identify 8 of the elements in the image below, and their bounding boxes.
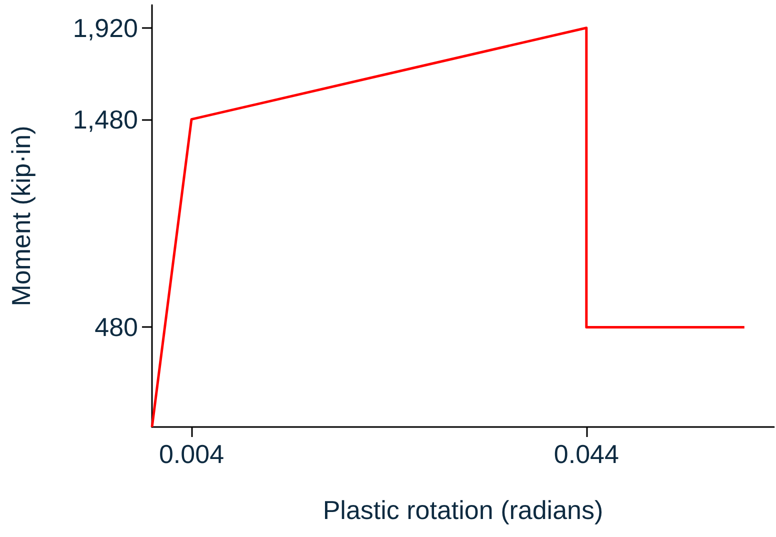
y-tick-label: 480	[94, 312, 138, 342]
line-series	[150, 26, 746, 428]
y-tick-label: 1,920	[72, 12, 138, 43]
x-tick-label: 0.004	[158, 439, 224, 469]
x-axis-title: Plastic rotation (radians)	[322, 495, 604, 525]
y-axis-title: Moment (kip·in)	[6, 126, 36, 306]
y-tick-label: 1,480	[72, 104, 138, 134]
x-tick-label: 0.044	[554, 439, 619, 469]
